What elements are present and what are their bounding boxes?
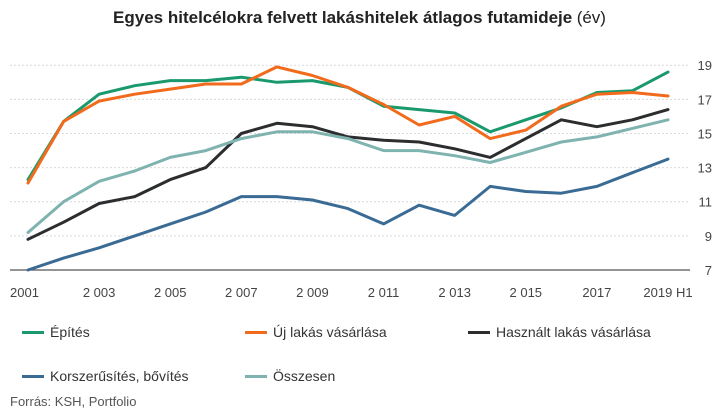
legend-item-hasznalt-lakas: Használt lakás vásárlása [468, 324, 651, 340]
x-tick-label: 2017 [582, 285, 611, 300]
chart-title-unit: (év) [576, 8, 606, 27]
legend-swatch [245, 374, 267, 378]
x-tick-label: 2 007 [225, 285, 258, 300]
y-tick-label: 11 [699, 195, 713, 210]
legend-swatch [22, 374, 44, 378]
legend: Építés Új lakás vásárlása Használt lakás… [0, 316, 719, 384]
x-tick-label: 2 011 [368, 285, 400, 300]
gridlines [10, 64, 690, 271]
chart-title: Egyes hitelcélokra felvett lakáshitelek … [0, 8, 719, 28]
x-tick-label: 2 009 [296, 285, 329, 300]
series-line-3 [26, 157, 670, 272]
x-tick-label: 2 005 [154, 285, 187, 300]
y-axis-ticks: 7 9 11 13 15 17 19 [698, 58, 712, 278]
series-lines [26, 65, 670, 272]
legend-label: Korszerűsítés, bővítés [50, 368, 189, 384]
x-axis-ticks: 2001 2 003 2 005 2 007 2 009 2 011 2 013 2 015 2… [10, 285, 693, 300]
legend-item-uj-lakas: Új lakás vásárlása [245, 324, 387, 340]
legend-item-korszerusites: Korszerűsítés, bővítés [22, 368, 189, 384]
legend-item-osszesen: Összesen [245, 368, 335, 384]
legend-swatch [22, 330, 44, 334]
y-tick-label: 13 [698, 161, 712, 176]
legend-label: Összesen [273, 368, 336, 384]
line-chart: 7 9 11 13 15 17 19 2001 2 003 2 005 2 007 2 009 2 0… [10, 58, 712, 300]
y-tick-label: 9 [705, 229, 712, 244]
y-tick-label: 19 [698, 58, 712, 73]
legend-swatch [245, 330, 267, 334]
y-tick-label: 15 [698, 126, 712, 141]
x-tick-label: 2001 [10, 285, 39, 300]
series-line-1 [26, 65, 670, 185]
x-tick-label: 2 003 [83, 285, 116, 300]
series-line-2 [26, 108, 670, 241]
y-tick-label: 17 [698, 92, 712, 107]
legend-item-epites: Építés [22, 324, 90, 340]
source-note: Forrás: KSH, Portfolio [10, 394, 137, 409]
series-line-4 [26, 118, 670, 234]
x-tick-label: 2 015 [510, 285, 543, 300]
y-tick-label: 7 [705, 263, 712, 278]
chart-title-text: Egyes hitelcélokra felvett lakáshitelek … [113, 8, 573, 27]
legend-swatch [468, 330, 490, 334]
legend-label: Építés [50, 324, 90, 340]
x-tick-label: 2019 H1 [643, 285, 692, 300]
legend-label: Használt lakás vásárlása [496, 324, 651, 340]
legend-label: Új lakás vásárlása [273, 324, 387, 340]
x-tick-label: 2 013 [438, 285, 471, 300]
